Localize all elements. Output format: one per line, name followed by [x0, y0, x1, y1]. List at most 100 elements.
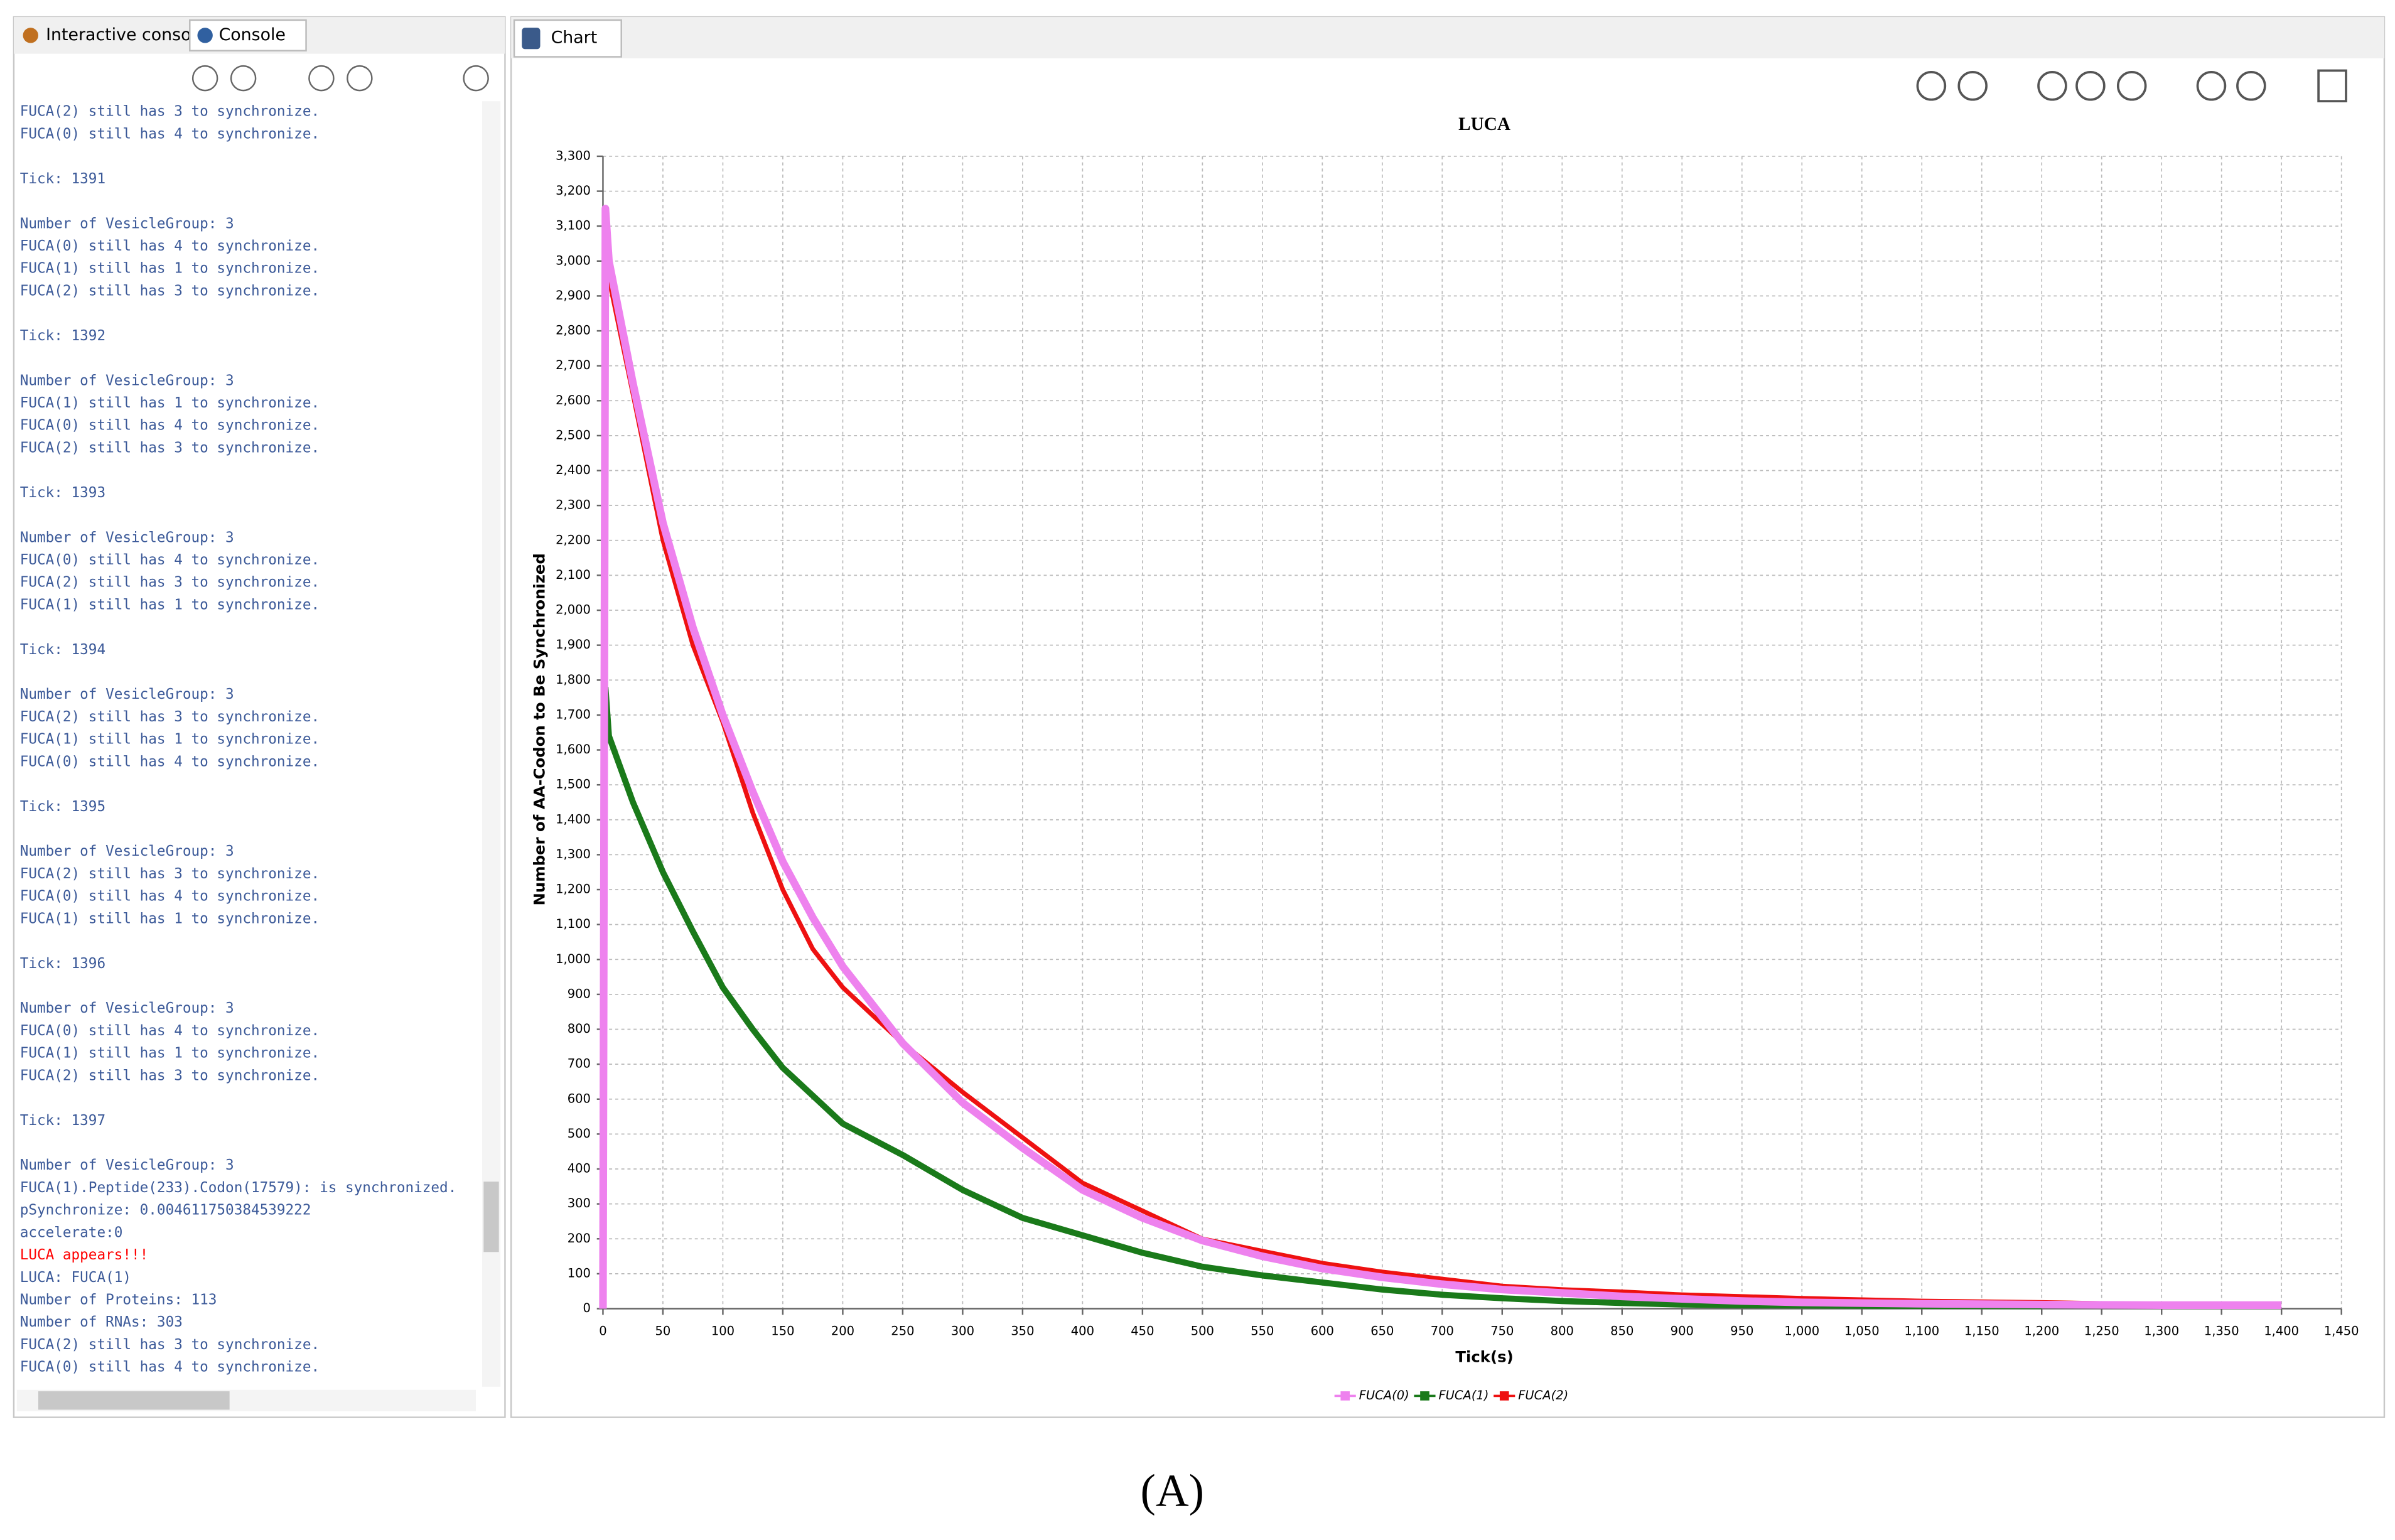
y-tick-label: 2,300	[556, 498, 591, 512]
x-tick-label: 250	[891, 1324, 914, 1338]
console-line: Tick: 1397	[20, 1112, 105, 1129]
legend-label: FUCA(1)	[1438, 1388, 1488, 1403]
console-line: FUCA(1) still has 1 to synchronize.	[20, 261, 320, 277]
chart-tabbar	[511, 17, 2384, 58]
y-tick-label: 900	[568, 986, 591, 1001]
console-line: Number of VesicleGroup: 3	[20, 215, 234, 232]
console-line: FUCA(1).Peptide(233).Codon(17579): is sy…	[20, 1180, 457, 1196]
x-tick-label: 1,450	[2324, 1324, 2359, 1338]
console-line: Number of RNAs: 303	[20, 1314, 183, 1330]
x-tick-label: 850	[1610, 1324, 1633, 1338]
x-tick-label: 900	[1671, 1324, 1694, 1338]
x-tick-label: 1,100	[1904, 1324, 1939, 1338]
tab[interactable]: Interactive console	[46, 25, 206, 45]
x-axis-label: Tick(s)	[1455, 1348, 1513, 1366]
y-tick-label: 2,100	[556, 568, 591, 582]
x-tick-label: 1,150	[1964, 1324, 1999, 1338]
console-line: FUCA(2) still has 3 to synchronize.	[20, 283, 320, 299]
console-line: FUCA(0) still has 4 to synchronize.	[20, 417, 320, 434]
y-tick-label: 1,800	[556, 672, 591, 687]
console-line: FUCA(1) still has 1 to synchronize.	[20, 910, 320, 927]
y-tick-label: 500	[568, 1126, 591, 1141]
x-tick-label: 100	[711, 1324, 735, 1338]
tab-icon	[23, 28, 38, 43]
y-tick-label: 3,000	[556, 253, 591, 267]
y-tick-label: 200	[568, 1231, 591, 1246]
console-toolbar[interactable]	[191, 65, 489, 92]
console-line: FUCA(1) still has 1 to synchronize.	[20, 596, 320, 613]
y-axis-label: Number of AA-Codon to Be Synchronized	[530, 553, 549, 905]
x-tick-label: 650	[1370, 1324, 1394, 1338]
x-tick-label: 300	[951, 1324, 974, 1338]
x-tick-label: 350	[1011, 1324, 1034, 1338]
console-line: FUCA(0) still has 4 to synchronize.	[20, 552, 320, 568]
tab-icon	[522, 28, 541, 50]
console-line: FUCA(0) still has 4 to synchronize.	[20, 888, 320, 905]
console-line: Number of VesicleGroup: 3	[20, 372, 234, 389]
y-tick-label: 2,400	[556, 463, 591, 477]
x-tick-label: 50	[655, 1324, 671, 1338]
x-tick-label: 1,050	[1844, 1324, 1880, 1338]
y-tick-label: 1,200	[556, 882, 591, 897]
x-tick-label: 0	[599, 1324, 606, 1338]
chart-title: LUCA	[1458, 114, 1510, 134]
y-tick-label: 1,100	[556, 917, 591, 931]
tab[interactable]: Console	[219, 25, 286, 45]
console-line: FUCA(2) still has 3 to synchronize.	[20, 1337, 320, 1353]
y-tick-label: 2,700	[556, 358, 591, 372]
console-line: FUCA(2) still has 3 to synchronize.	[20, 1067, 320, 1084]
legend-label: FUCA(2)	[1518, 1388, 1568, 1403]
y-tick-label: 1,500	[556, 777, 591, 792]
console-line: Tick: 1395	[20, 799, 105, 815]
console-line: Number of VesicleGroup: 3	[20, 686, 234, 703]
console-line: FUCA(2) still has 3 to synchronize.	[20, 709, 320, 725]
y-tick-label: 600	[568, 1091, 591, 1106]
console-line: FUCA(1) still has 1 to synchronize.	[20, 395, 320, 411]
y-tick-label: 2,600	[556, 393, 591, 407]
legend-marker	[1499, 1391, 1509, 1401]
y-tick-label: 800	[568, 1021, 591, 1036]
x-tick-label: 550	[1251, 1324, 1274, 1338]
console-line: Tick: 1394	[20, 642, 105, 658]
scroll-thumb[interactable]	[483, 1182, 499, 1252]
tab[interactable]: Chart	[551, 28, 598, 48]
y-tick-label: 2,000	[556, 603, 591, 617]
caption: (A)	[1141, 1465, 1205, 1516]
y-tick-label: 3,100	[556, 218, 591, 233]
series-line	[602, 686, 2042, 1310]
console-line: Tick: 1391	[20, 171, 105, 187]
y-tick-label: 100	[568, 1266, 591, 1280]
console-line: FUCA(0) still has 4 to synchronize.	[20, 1359, 320, 1376]
y-tick-label: 2,200	[556, 532, 591, 547]
tab-icon	[197, 28, 213, 43]
y-tick-label: 400	[568, 1161, 591, 1176]
console-line: Tick: 1393	[20, 485, 105, 501]
legend-label: FUCA(0)	[1359, 1388, 1409, 1403]
x-tick-label: 600	[1311, 1324, 1334, 1338]
y-tick-label: 2,800	[556, 323, 591, 338]
x-tick-label: 950	[1730, 1324, 1753, 1338]
x-tick-label: 150	[771, 1324, 794, 1338]
console-line: Tick: 1392	[20, 328, 105, 344]
x-tick-label: 1,200	[2024, 1324, 2059, 1338]
console-line: FUCA(0) still has 4 to synchronize.	[20, 1023, 320, 1039]
console-line: FUCA(0) still has 4 to synchronize.	[20, 126, 320, 142]
y-tick-label: 1,900	[556, 637, 591, 652]
hscroll-thumb[interactable]	[38, 1391, 230, 1410]
y-tick-label: 1,000	[556, 952, 591, 966]
console-line: Number of VesicleGroup: 3	[20, 1157, 234, 1173]
chart-panel	[510, 16, 2386, 1418]
x-tick-label: 400	[1071, 1324, 1094, 1338]
console-line: LUCA appears!!!	[20, 1247, 149, 1263]
console-line: FUCA(2) still has 3 to synchronize.	[20, 866, 320, 882]
console-line: Number of VesicleGroup: 3	[20, 1000, 234, 1016]
y-tick-label: 0	[583, 1301, 591, 1315]
series-line	[599, 205, 2282, 1309]
console-line: Number of Proteins: 113	[20, 1291, 217, 1308]
y-tick-label: 1,600	[556, 742, 591, 757]
scrollbar[interactable]	[482, 101, 501, 1387]
console-line: Number of VesicleGroup: 3	[20, 843, 234, 859]
chart-toolbar[interactable]	[1916, 69, 2347, 102]
console-panel	[13, 16, 506, 1418]
y-tick-label: 3,200	[556, 183, 591, 198]
